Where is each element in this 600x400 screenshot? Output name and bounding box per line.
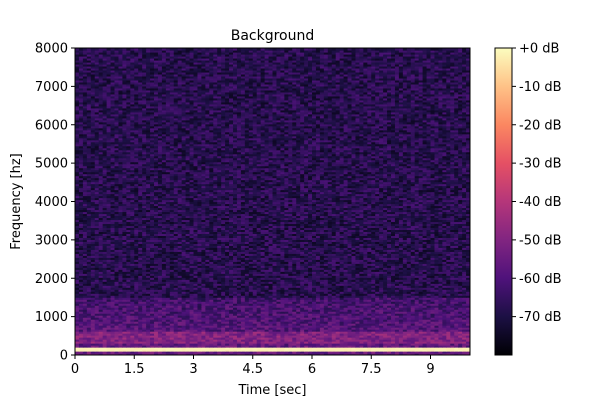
spectrogram-plot xyxy=(75,48,471,356)
chart-title: Background xyxy=(231,28,315,44)
